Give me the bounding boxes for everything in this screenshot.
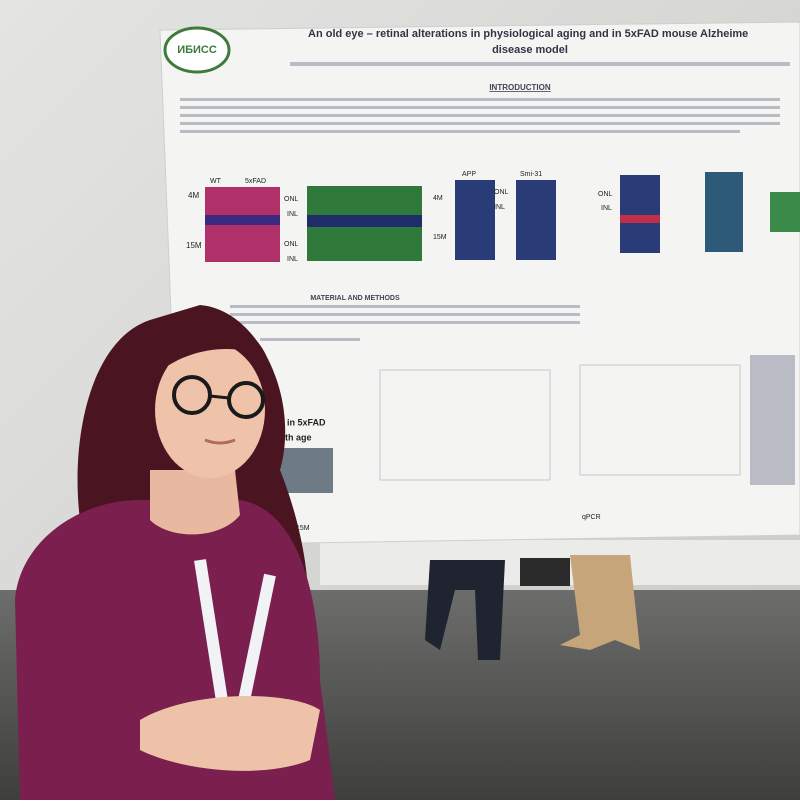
- figure-label: 4M: [188, 191, 199, 200]
- figure-label: ONL: [598, 191, 613, 198]
- figure-label: 15M: [296, 525, 310, 532]
- figure-label: INL: [601, 205, 612, 212]
- background-people: [425, 555, 640, 660]
- figure-label: ONL: [284, 241, 299, 248]
- figure-label: 4M: [433, 195, 443, 202]
- section-heading: INTRODUCTION: [489, 83, 551, 92]
- figure-label: ONL: [284, 196, 299, 203]
- figure-label: Smi-31: [520, 171, 542, 178]
- poster-title: An old eye – retinal alterations in phys…: [308, 28, 748, 40]
- figure-label: qPCR: [582, 514, 601, 521]
- side-text: posits in 5xFAD: [258, 417, 326, 427]
- figure-label: INL: [287, 211, 298, 218]
- section-heading: MATERIAL AND METHODS: [310, 295, 400, 302]
- poster-logo-badge: [163, 26, 231, 74]
- poster-body-text: [180, 62, 795, 485]
- figure-label: INL: [494, 204, 505, 211]
- figure-label: INL: [287, 256, 298, 263]
- figure-label: 15M: [433, 234, 447, 241]
- person: [15, 305, 335, 800]
- figure-label: 5xFAD: [245, 178, 266, 185]
- figure-label: 15M: [186, 241, 202, 250]
- figure-label: ONL: [494, 189, 509, 196]
- poster-title: disease model: [492, 44, 568, 56]
- figure-label: APP: [462, 171, 476, 178]
- poster-logo: ИБИСС: [177, 44, 217, 56]
- figure-label: WT: [210, 178, 222, 185]
